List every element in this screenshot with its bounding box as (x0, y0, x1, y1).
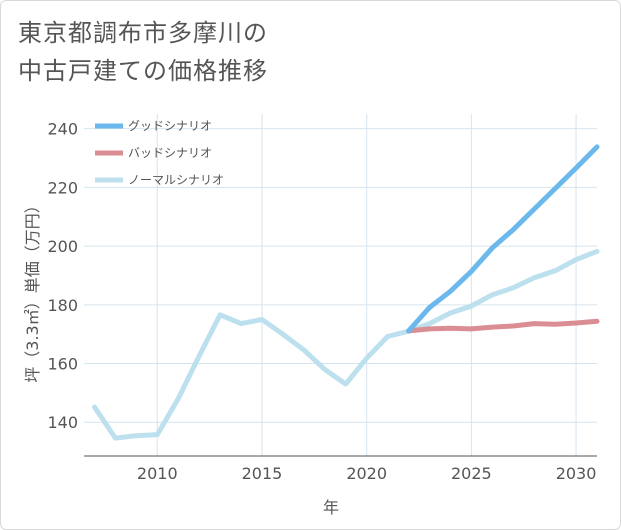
x-tick-label-2010: 2010 (137, 464, 178, 483)
x-tick-label-2015: 2015 (242, 464, 283, 483)
series-line-1 (406, 144, 600, 334)
x-axis-title: 年 (323, 498, 339, 517)
x-tick-label-2030: 2030 (556, 464, 597, 483)
series-group (92, 144, 600, 441)
y-tick-labels: 140 160 180 200 220 240 (47, 120, 78, 433)
y-tick-label-140: 140 (47, 413, 78, 432)
chart-title: 東京都調布市多摩川の 中古戸建ての価格推移 (18, 14, 578, 90)
x-tick-labels: 2010 2015 2020 2025 2030 (137, 464, 596, 483)
y-tick-label-220: 220 (47, 178, 78, 197)
horizontal-gridlines (84, 128, 597, 423)
y-axis-title: 坪（3.3㎡）単価（万円） (23, 197, 42, 382)
x-tick-label-2025: 2025 (451, 464, 492, 483)
y-tick-label-240: 240 (47, 120, 78, 139)
y-tick-label-200: 200 (47, 237, 78, 256)
title-line-2: 中古戸建ての価格推移 (18, 57, 268, 85)
legend-label-3: ノーマルシナリオ (128, 173, 224, 187)
legend-label-2: バッドシナリオ (128, 146, 212, 160)
y-tick-label-180: 180 (47, 296, 78, 315)
vertical-gridlines (156, 114, 577, 456)
x-tick-label-2020: 2020 (346, 464, 387, 483)
series-line-2 (406, 318, 600, 334)
legend-label-1: グッドシナリオ (128, 119, 212, 133)
series-line-3 (92, 248, 600, 441)
title-line-1: 東京都調布市多摩川の (18, 19, 268, 47)
y-tick-label-160: 160 (47, 355, 78, 374)
